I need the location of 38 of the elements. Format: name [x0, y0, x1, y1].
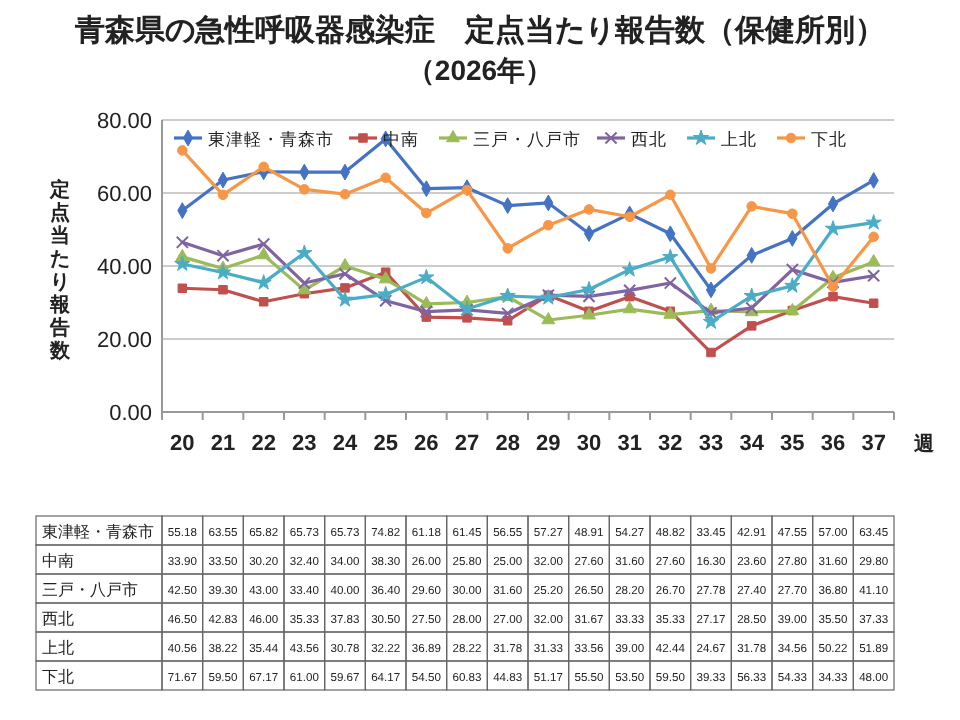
- text: 中南: [42, 552, 74, 570]
- legend-label: 三戸・八戸市: [473, 129, 581, 149]
- x-tick-label: 31: [617, 432, 642, 456]
- text: 上北: [42, 639, 74, 657]
- x-axis-title: 週: [912, 432, 936, 456]
- x-tick-label: 23: [292, 432, 317, 456]
- x-tick-label: 34: [739, 432, 766, 456]
- legend-label: 下北: [811, 129, 847, 149]
- chart-title: 青森県の急性呼吸器感染症 定点当たり報告数（保健所別）: [73, 12, 885, 48]
- legend-label: 東津軽・青森市: [208, 129, 334, 149]
- x-tick-label: 35: [780, 432, 805, 456]
- y-tick-label: 40.00: [96, 256, 152, 280]
- x-tick-label: 20: [170, 432, 195, 456]
- text: 東津軽・青森市: [42, 523, 154, 541]
- x-tick-label: 22: [251, 432, 276, 456]
- x-tick-label: 33: [698, 432, 724, 456]
- y-tick-label: 20.00: [96, 329, 152, 353]
- x-tick-label: 21: [210, 432, 236, 456]
- x-tick-label: 26: [414, 432, 439, 456]
- y-axis-title: 定点当たり報告数: [48, 178, 72, 363]
- legend-label: 上北: [721, 129, 757, 149]
- legend-label: 西北: [631, 129, 667, 149]
- x-tick-label: 25: [373, 432, 398, 456]
- text: 下北: [42, 668, 74, 686]
- text: 三戸・八戸市: [42, 581, 138, 599]
- x-tick-label: 29: [536, 432, 561, 456]
- x-tick-label: 37: [861, 432, 886, 456]
- y-tick-label: 60.00: [96, 183, 152, 207]
- x-tick-label: 24: [332, 432, 359, 456]
- x-tick-label: 28: [495, 432, 520, 456]
- chart-subtitle: （2026年）: [406, 54, 554, 86]
- x-tick-label: 27: [454, 432, 480, 456]
- x-tick-label: 36: [820, 432, 846, 456]
- y-tick-label: 80.00: [96, 110, 152, 134]
- x-tick-label: 30: [576, 432, 602, 456]
- y-tick-label: 0.00: [109, 402, 152, 426]
- text: 西北: [42, 610, 74, 628]
- x-tick-label: 32: [658, 432, 683, 456]
